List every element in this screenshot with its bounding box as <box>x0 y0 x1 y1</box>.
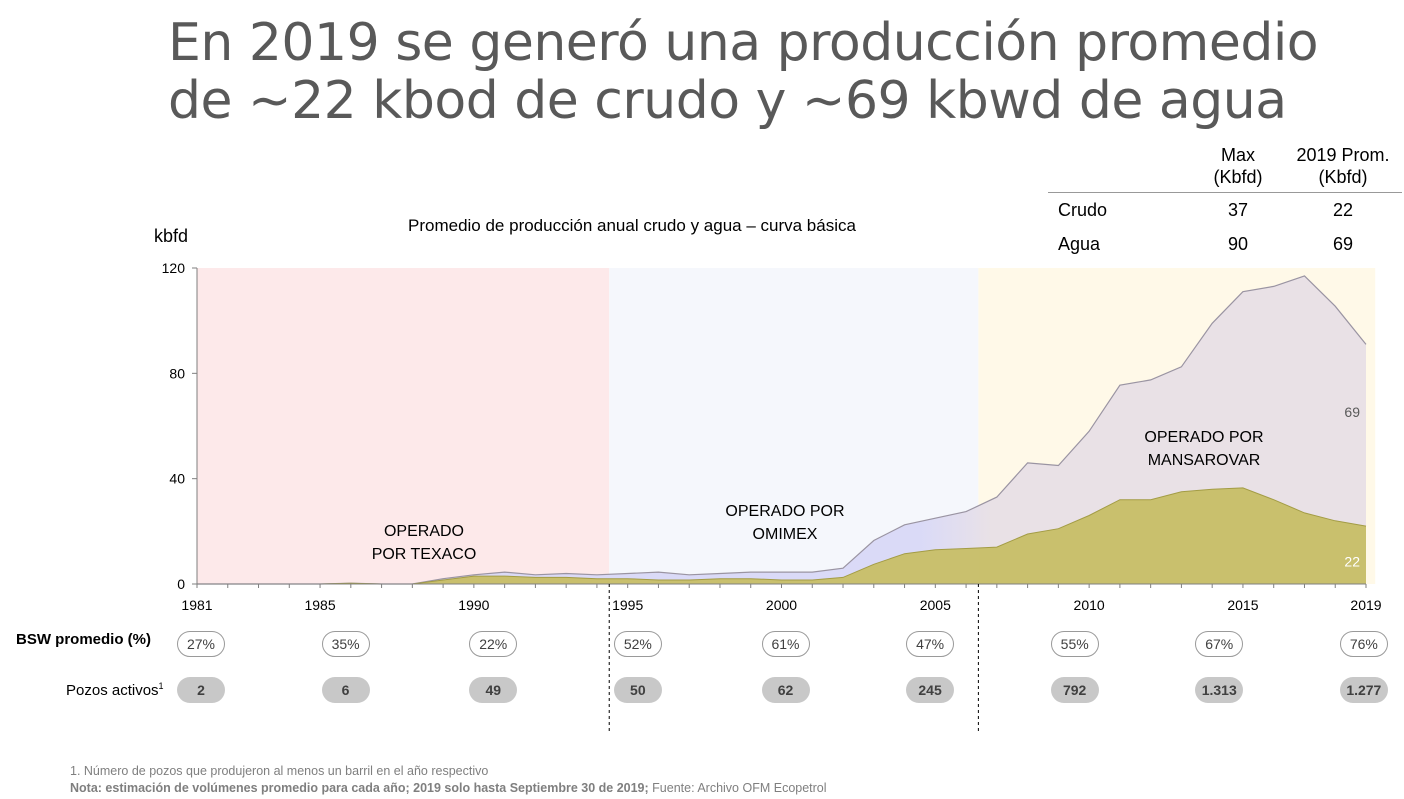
wells-value: 49 <box>469 677 518 703</box>
bsw-value: 76% <box>1339 631 1388 657</box>
summary-header-prom-line2: (Kbfd) <box>1318 167 1368 187</box>
chart-title: Promedio de producción anual crudo y agu… <box>408 216 856 235</box>
x-tick-label: 1990 <box>458 597 489 613</box>
summary-header-max-line1: Max <box>1220 145 1255 165</box>
summary-header-max-line2: (Kbfd) <box>1213 167 1263 187</box>
summary-row-prom: 22 <box>1332 200 1354 220</box>
y-tick-label: 80 <box>169 365 185 381</box>
era-label: OPERADO <box>384 523 464 540</box>
bsw-row-label: BSW promedio (%) <box>16 631 151 648</box>
wells-value: 6 <box>321 677 370 703</box>
footnote-2: Nota: estimación de volúmenes promedio p… <box>70 781 827 795</box>
summary-row-label: Crudo <box>1058 200 1108 220</box>
summary-row-prom: 69 <box>1332 234 1354 254</box>
bsw-value: 35% <box>321 631 370 657</box>
summary-divider <box>1048 192 1402 193</box>
bsw-value: 55% <box>1050 631 1099 657</box>
y-tick-label: 0 <box>177 576 185 592</box>
era-label: OPERADO POR <box>1144 429 1263 446</box>
wells-value: 2 <box>177 677 225 703</box>
footnote-2-note: Nota: estimación de volúmenes promedio p… <box>70 781 649 795</box>
bsw-value: 27% <box>177 631 225 657</box>
x-tick-label: 2019 <box>1350 597 1381 613</box>
production-chart: 0 40 80 120 1981 1985 1990 1995 2000 2005 2010 2015… <box>162 260 1382 733</box>
wells-row-label-text: Pozos activos <box>66 682 159 699</box>
agua-area <box>197 275 1366 584</box>
summary-row-max: 90 <box>1227 234 1249 254</box>
title-line-1: En 2019 se generó una producción promedi… <box>168 13 1319 73</box>
era-label: OPERADO POR <box>725 503 844 520</box>
wells-value: 1.277 <box>1339 677 1388 703</box>
y-axis-label: kbfd <box>154 226 189 246</box>
wells-footnote-marker: 1 <box>158 681 164 691</box>
agua-2019-label: 69 <box>1344 404 1360 420</box>
x-tick-label: 2015 <box>1227 597 1258 613</box>
y-tick-label: 40 <box>169 471 185 487</box>
summary-header-prom-line1: 2019 Prom. <box>1296 145 1390 165</box>
bsw-value: 22% <box>469 631 518 657</box>
wells-value: 1.313 <box>1195 677 1244 703</box>
x-tick-label: 1985 <box>304 597 335 613</box>
era-label: OMIMEX <box>753 526 818 543</box>
crudo-2019-label: 22 <box>1344 554 1360 570</box>
title-line-2: de ~22 kbod de crudo y ~69 kbwd de agua <box>168 71 1287 131</box>
bsw-value: 52% <box>613 631 662 657</box>
page-title: En 2019 se generó una producción promedi… <box>168 13 1319 131</box>
bsw-value: 47% <box>906 631 955 657</box>
x-tick-label: 2000 <box>766 597 797 613</box>
wells-value: 50 <box>613 677 662 703</box>
x-tick-label: 2010 <box>1074 597 1105 613</box>
wells-value: 792 <box>1050 677 1099 703</box>
era-label: MANSAROVAR <box>1148 452 1261 469</box>
x-tick-label: 1995 <box>612 597 643 613</box>
summary-header-prom: 2019 Prom. (Kbfd) <box>1288 144 1398 188</box>
wells-value: 62 <box>761 677 810 703</box>
footnote-1: 1. Número de pozos que produjeron al men… <box>70 764 489 778</box>
bsw-value: 67% <box>1195 631 1244 657</box>
bsw-value: 61% <box>761 631 810 657</box>
wells-row-label: Pozos activos1 <box>66 681 164 699</box>
era-background <box>197 268 610 584</box>
footnote-2-source: Fuente: Archivo OFM Ecopetrol <box>648 781 827 795</box>
crudo-area <box>197 487 1366 584</box>
era-label: POR TEXACO <box>372 546 477 563</box>
wells-value: 245 <box>906 677 955 703</box>
summary-header-max: Max (Kbfd) <box>1198 144 1278 188</box>
x-tick-label: 2005 <box>920 597 951 613</box>
summary-row-label: Agua <box>1058 234 1101 254</box>
summary-row-max: 37 <box>1227 200 1249 220</box>
x-tick-label: 1981 <box>181 597 212 613</box>
y-tick-label: 120 <box>162 260 186 276</box>
